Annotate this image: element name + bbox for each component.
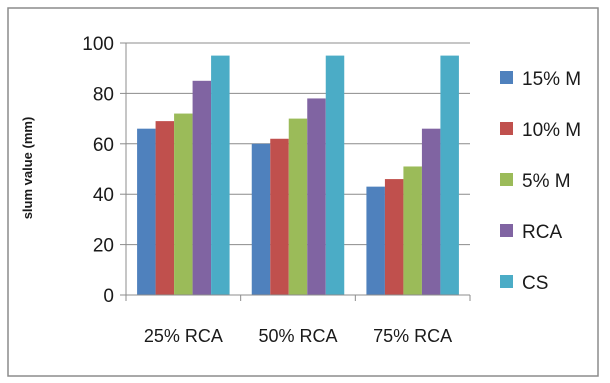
bar-10-m-25-rca [156, 121, 175, 295]
legend-label: CS [522, 273, 548, 294]
bar-5-m-25-rca [174, 114, 193, 295]
legend-label: 10% M [522, 120, 581, 141]
bar-15-m-50-rca [252, 144, 271, 295]
bar-cs-50-rca [326, 56, 345, 295]
legend-label: 15% M [522, 69, 581, 90]
x-tick-label: 50% RCA [258, 326, 337, 346]
y-tick-label: 20 [93, 236, 114, 257]
bar-5-m-50-rca [289, 119, 308, 295]
legend-label: RCA [522, 222, 562, 243]
bar-rca-75-rca [422, 129, 441, 295]
legend-swatch [500, 122, 513, 135]
bar-rca-50-rca [307, 98, 326, 295]
bar-cs-25-rca [211, 56, 230, 295]
bar-10-m-50-rca [270, 139, 289, 295]
y-tick-label: 100 [82, 34, 114, 55]
legend-swatch [500, 275, 513, 288]
y-tick-label: 60 [93, 135, 114, 156]
y-tick-label: 0 [103, 286, 114, 307]
legend-label: 5% M [522, 171, 571, 192]
bar-15-m-25-rca [137, 129, 156, 295]
y-axis-title: slum value (mm) [20, 117, 35, 220]
bar-10-m-75-rca [385, 179, 404, 295]
bar-rca-25-rca [193, 81, 212, 295]
legend-swatch [500, 224, 513, 237]
bar-cs-75-rca [440, 56, 459, 295]
legend-swatch [500, 71, 513, 84]
x-tick-label: 75% RCA [373, 326, 452, 346]
legend-swatch [500, 173, 513, 186]
x-tick-label: 25% RCA [144, 326, 223, 346]
bar-15-m-75-rca [366, 187, 385, 295]
bar-5-m-75-rca [403, 166, 422, 295]
y-tick-label: 80 [93, 84, 114, 105]
y-tick-label: 40 [93, 185, 114, 206]
